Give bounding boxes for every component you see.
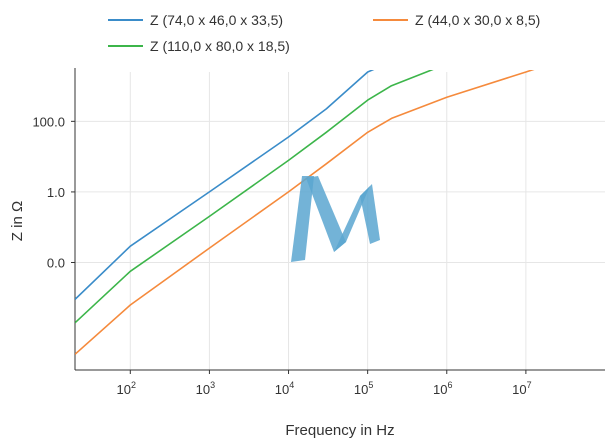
legend-label: Z (110,0 x 80,0 x 18,5) <box>150 38 290 54</box>
grid-lines <box>75 72 605 370</box>
x-tick-label: 102 <box>117 380 136 397</box>
watermark-stroke <box>306 176 346 252</box>
x-tick-label: 103 <box>196 380 215 397</box>
legend-item-3[interactable]: Z (110,0 x 80,0 x 18,5) <box>108 38 290 54</box>
axis-labels: Frequency in Hz Z in Ω <box>9 201 395 439</box>
series-line-3 <box>75 70 434 324</box>
watermark-logo <box>291 176 380 262</box>
series-line-2 <box>75 70 535 355</box>
axes: 102 103 104 105 106 107 100.0 1.0 0.0 <box>32 68 605 397</box>
x-tick-label: 107 <box>512 380 531 397</box>
x-tick-label: 106 <box>433 380 452 397</box>
legend: Z (74,0 x 46,0 x 33,5) Z (44,0 x 30,0 x 8… <box>108 12 540 54</box>
x-axis-title: Frequency in Hz <box>285 422 394 439</box>
legend-label: Z (74,0 x 46,0 x 33,5) <box>150 12 283 28</box>
x-tick-label: 104 <box>275 380 294 397</box>
legend-label: Z (44,0 x 30,0 x 8,5) <box>415 12 540 28</box>
watermark-stroke <box>291 176 314 262</box>
series-line-1 <box>75 70 375 300</box>
legend-item-1[interactable]: Z (74,0 x 46,0 x 33,5) <box>108 12 283 28</box>
watermark-stroke <box>360 184 380 244</box>
watermark-stroke <box>334 186 370 252</box>
series-lines <box>75 70 535 355</box>
x-tick-label: 105 <box>354 380 373 397</box>
y-tick-label: 100.0 <box>32 114 65 129</box>
y-tick-label: 0.0 <box>47 256 65 271</box>
y-axis-title: Z in Ω <box>9 201 26 241</box>
y-tick-label: 1.0 <box>47 185 65 200</box>
legend-item-2[interactable]: Z (44,0 x 30,0 x 8,5) <box>373 12 540 28</box>
